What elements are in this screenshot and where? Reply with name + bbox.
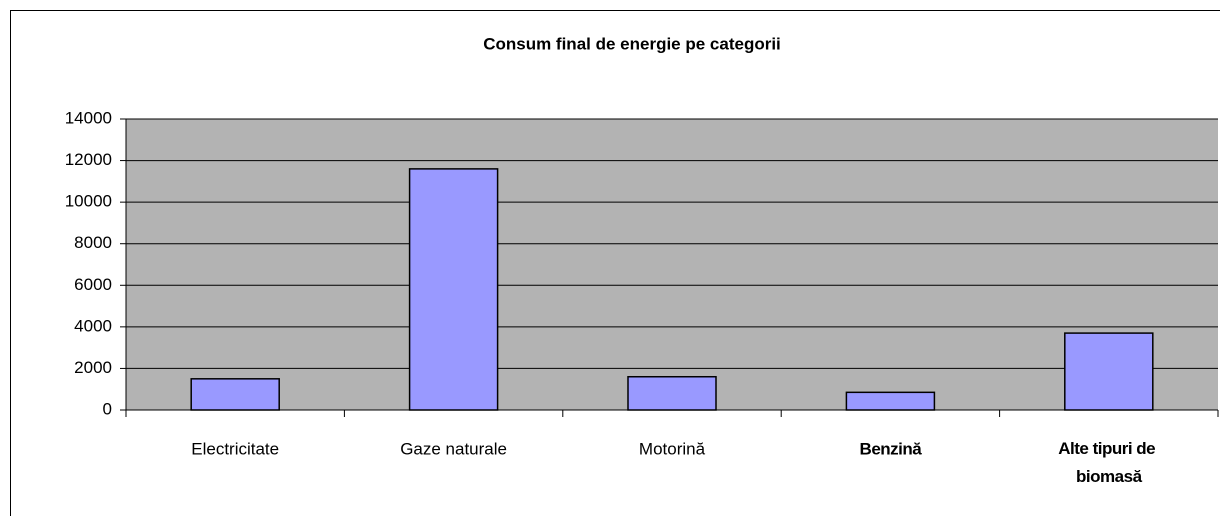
chart-title: Consum final de energie pe categorii	[483, 34, 781, 53]
plot-area	[126, 119, 1218, 410]
bar	[627, 375, 717, 411]
x-tick-label: Gaze naturale	[400, 439, 507, 458]
y-tick-label: 14000	[65, 108, 112, 127]
y-tick-label: 0	[103, 399, 112, 418]
y-tick-label: 10000	[65, 192, 112, 211]
x-tick-label: Alte tipuri de biomasă	[1058, 439, 1159, 486]
y-tick-label: 12000	[65, 150, 112, 169]
x-tick-label: Electricitate	[191, 439, 279, 458]
y-tick-label: 8000	[74, 233, 112, 252]
bar	[190, 378, 280, 411]
bar	[845, 391, 936, 411]
y-tick-label: 2000	[74, 358, 112, 377]
y-tick-label: 6000	[74, 275, 112, 294]
bar	[1064, 332, 1154, 411]
x-tick-label: Benzină	[860, 439, 923, 458]
y-tick-label: 4000	[74, 316, 112, 335]
x-tick-label: Motorină	[639, 439, 706, 458]
bar	[408, 168, 499, 411]
